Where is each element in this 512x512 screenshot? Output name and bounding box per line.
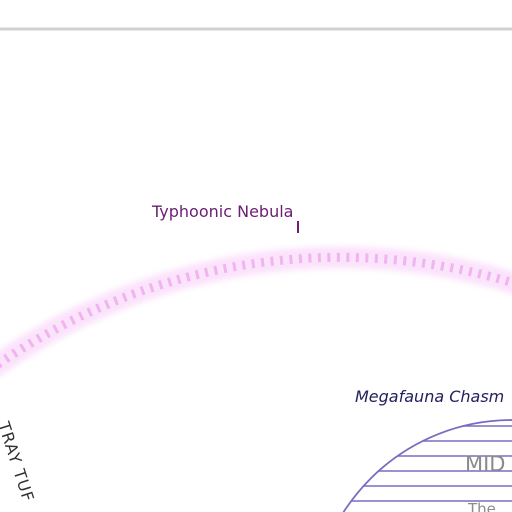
region-sub-label: The [467,500,496,512]
nebula-glow [0,246,512,377]
nebula-label[interactable]: Typhoonic Nebula [151,202,293,221]
edge-vertical-label: TRAY TUF [0,418,38,504]
chasm-label[interactable]: Megafauna Chasm [355,387,504,406]
nebula-arc [0,252,512,369]
region-label[interactable]: MID [465,452,505,476]
